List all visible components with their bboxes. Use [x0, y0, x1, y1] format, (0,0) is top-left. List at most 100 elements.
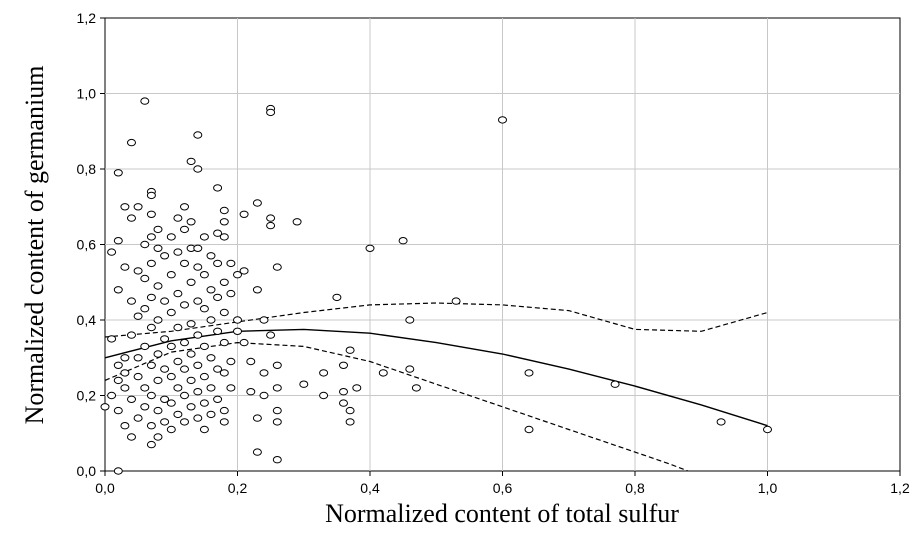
data-point: [140, 305, 150, 313]
data-point: [107, 248, 117, 256]
data-point: [166, 425, 176, 434]
y-tick-label: 0,2: [77, 388, 97, 404]
data-point: [411, 384, 421, 392]
data-point: [239, 338, 249, 347]
data-point: [146, 323, 156, 332]
data-point: [160, 297, 170, 305]
y-tick-label: 1,0: [77, 86, 97, 102]
data-point: [219, 418, 229, 426]
data-point: [272, 384, 282, 392]
data-point: [193, 361, 203, 369]
data-point: [186, 218, 196, 226]
data-point: [299, 380, 309, 388]
data-point: [378, 369, 388, 377]
data-point: [127, 433, 136, 441]
data-point: [140, 97, 150, 105]
data-point: [199, 342, 209, 351]
data-point: [166, 399, 176, 407]
x-tick-label: 0,8: [625, 480, 645, 496]
data-point: [166, 342, 176, 351]
y-tick-label: 1,2: [77, 10, 97, 26]
data-point: [213, 293, 223, 302]
data-point: [219, 206, 229, 215]
data-point: [213, 395, 223, 403]
data-point: [451, 297, 461, 305]
data-point: [252, 414, 262, 422]
data-point: [127, 395, 136, 403]
data-point: [213, 259, 223, 268]
data-point: [272, 263, 282, 271]
data-point: [113, 376, 123, 385]
data-point: [239, 210, 249, 219]
data-point: [140, 403, 150, 411]
data-point: [319, 369, 329, 377]
data-point: [193, 414, 203, 422]
data-point: [166, 308, 176, 317]
data-point: [213, 327, 223, 335]
confidence-bands: [104, 302, 768, 472]
data-point: [160, 365, 170, 373]
data-point: [153, 350, 163, 358]
data-point: [206, 252, 216, 260]
data-point: [266, 331, 276, 339]
data-point: [133, 312, 143, 320]
data-point: [266, 214, 276, 222]
data-point: [226, 384, 236, 392]
data-point: [186, 403, 196, 411]
data-point: [266, 221, 276, 230]
data-point: [127, 297, 136, 305]
data-point: [199, 271, 209, 279]
data-point: [140, 274, 150, 283]
data-point: [233, 327, 242, 335]
data-point: [160, 395, 170, 403]
data-point: [113, 467, 123, 475]
data-point: [166, 233, 176, 241]
data-point: [239, 267, 249, 275]
data-point: [186, 376, 196, 385]
data-point: [113, 406, 123, 415]
data-point: [193, 297, 203, 305]
data-point: [186, 350, 196, 358]
data-points: [100, 97, 772, 475]
data-point: [524, 425, 534, 434]
y-axis-ticks: 0,0 0,2 0,4 0,6 0,8 1,0 1,2: [77, 10, 105, 479]
data-point: [146, 440, 156, 449]
data-point: [213, 365, 223, 373]
data-point: [140, 240, 150, 249]
data-point: [252, 199, 262, 207]
data-point: [107, 335, 117, 343]
data-point: [716, 418, 726, 426]
data-point: [319, 391, 329, 400]
data-point: [133, 354, 143, 362]
x-tick-label: 0,6: [493, 480, 513, 496]
x-axis-ticks: 0,0 0,2 0,4 0,6 0,8 1,0 1,2: [95, 471, 910, 496]
data-point: [345, 406, 355, 415]
data-point: [146, 422, 156, 430]
data-point: [226, 357, 236, 366]
data-point: [206, 410, 216, 419]
data-point: [180, 203, 189, 211]
data-point: [246, 357, 256, 366]
data-point: [153, 244, 163, 253]
data-point: [133, 267, 143, 275]
data-point: [186, 320, 196, 328]
data-point: [153, 406, 163, 415]
data-point: [398, 237, 408, 245]
data-point: [193, 165, 203, 173]
data-point: [113, 286, 123, 294]
x-tick-label: 0,0: [95, 480, 115, 496]
data-point: [524, 369, 534, 377]
data-point: [100, 403, 110, 411]
data-point: [127, 214, 136, 222]
data-point: [113, 361, 123, 369]
data-point: [266, 108, 276, 117]
x-tick-label: 1,0: [758, 480, 778, 496]
data-point: [206, 384, 216, 392]
data-point: [127, 331, 136, 339]
data-point: [219, 278, 229, 286]
data-point: [259, 316, 269, 324]
data-point: [186, 157, 196, 166]
data-point: [352, 384, 362, 392]
data-point: [193, 131, 203, 139]
